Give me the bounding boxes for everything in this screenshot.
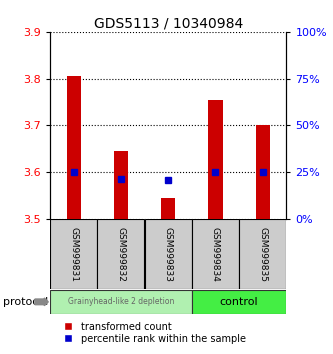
Bar: [192, 219, 239, 289]
Bar: [208, 99, 222, 219]
Title: GDS5113 / 10340984: GDS5113 / 10340984: [94, 17, 243, 31]
Text: GSM999833: GSM999833: [164, 227, 173, 281]
Bar: [256, 125, 270, 219]
Text: GSM999835: GSM999835: [258, 227, 267, 281]
Bar: [50, 219, 97, 289]
Text: GSM999834: GSM999834: [211, 227, 220, 281]
Bar: [50, 290, 192, 314]
Bar: [239, 219, 286, 289]
Text: GSM999832: GSM999832: [116, 227, 126, 281]
Legend: transformed count, percentile rank within the sample: transformed count, percentile rank withi…: [55, 318, 250, 347]
Bar: [161, 198, 175, 219]
Text: control: control: [220, 297, 258, 307]
Text: protocol: protocol: [3, 297, 49, 307]
Bar: [192, 290, 286, 314]
Bar: [114, 151, 128, 219]
Text: Grainyhead-like 2 depletion: Grainyhead-like 2 depletion: [68, 297, 174, 306]
Bar: [97, 219, 145, 289]
Bar: [67, 76, 81, 219]
Bar: [145, 219, 192, 289]
Text: GSM999831: GSM999831: [69, 227, 78, 281]
